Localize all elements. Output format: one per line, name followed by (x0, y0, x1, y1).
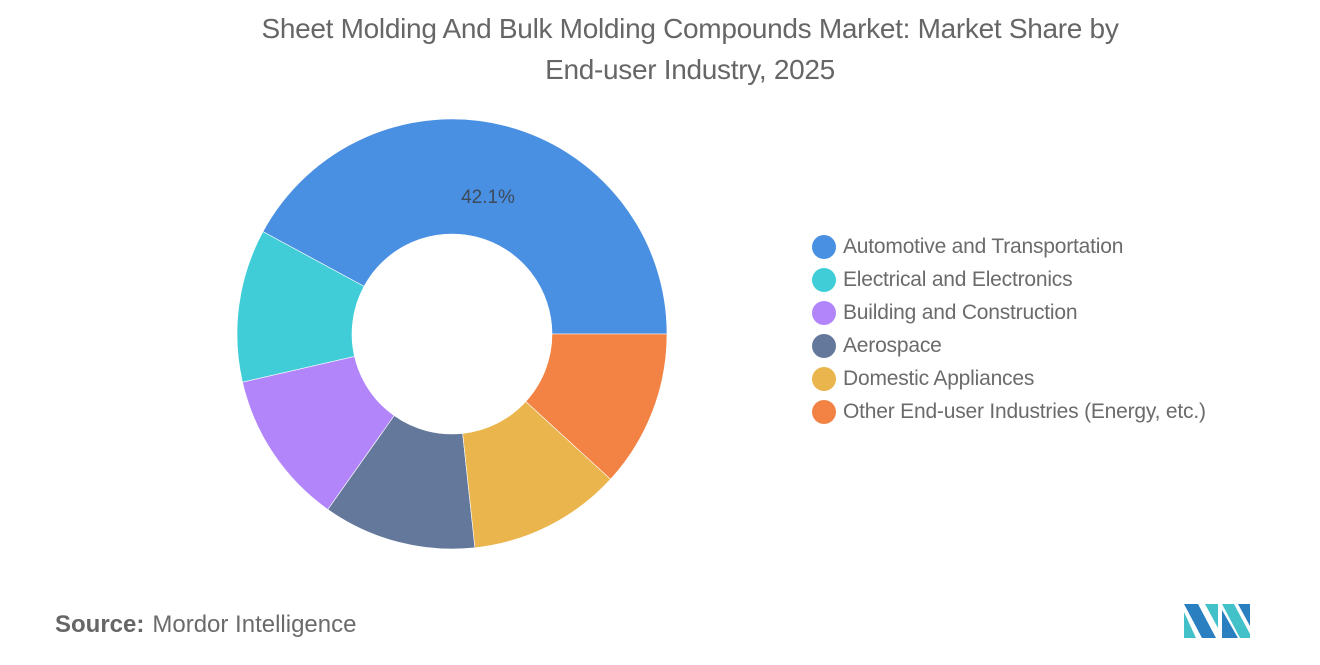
legend-item-other[interactable]: Other End-user Industries (Energy, etc.) (812, 395, 1206, 428)
source-value: Mordor Intelligence (152, 611, 357, 638)
legend-marker-icon (812, 399, 836, 424)
legend-marker-icon (812, 366, 836, 391)
chart-title-line-1: Sheet Molding And Bulk Molding Compounds… (261, 13, 1119, 44)
legend-label: Aerospace (843, 333, 942, 357)
source-label: Source: (55, 611, 145, 638)
legend-item-building[interactable]: Building and Construction (812, 296, 1206, 329)
legend-marker-icon (812, 234, 836, 259)
mordor-intelligence-logo-icon (1184, 604, 1250, 638)
source-line: Source: Mordor Intelligence (55, 611, 356, 639)
chart-legend: Automotive and Transportation Electrical… (812, 230, 1206, 428)
legend-marker-icon (812, 267, 836, 292)
legend-label: Building and Construction (843, 300, 1078, 324)
legend-item-domestic-appliances[interactable]: Domestic Appliances (812, 362, 1206, 395)
legend-item-aerospace[interactable]: Aerospace (812, 329, 1206, 362)
chart-title: Sheet Molding And Bulk Molding Compounds… (0, 8, 1320, 90)
legend-marker-icon (812, 333, 836, 358)
donut-slice-automotive-and-transportation[interactable] (262, 118, 668, 335)
legend-label: Electrical and Electronics (843, 267, 1073, 291)
legend-label: Automotive and Transportation (843, 234, 1124, 258)
legend-label: Other End-user Industries (Energy, etc.) (843, 399, 1206, 423)
slice-value-label: 42.1% (461, 187, 515, 208)
donut-slice-other-end-user-industries-energy-etc[interactable] (525, 333, 668, 480)
donut-slices (236, 118, 668, 550)
legend-item-electrical[interactable]: Electrical and Electronics (812, 263, 1206, 296)
legend-marker-icon (812, 300, 836, 325)
legend-label: Domestic Appliances (843, 366, 1035, 390)
chart-title-line-2: End-user Industry, 2025 (545, 54, 835, 85)
legend-item-automotive[interactable]: Automotive and Transportation (812, 230, 1206, 263)
